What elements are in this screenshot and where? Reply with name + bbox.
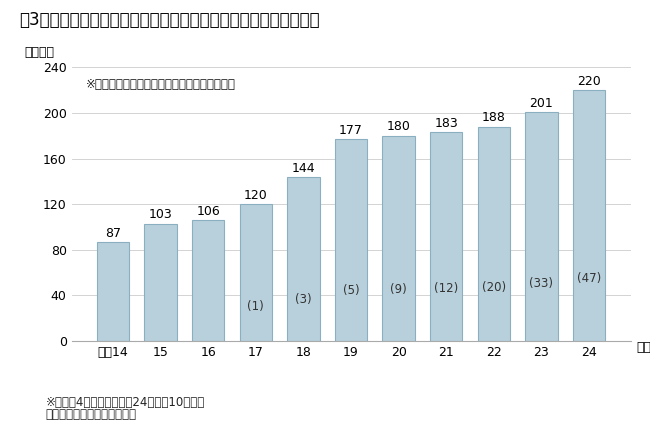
Bar bbox=[192, 220, 224, 341]
Bar bbox=[382, 136, 415, 341]
Text: 201: 201 bbox=[530, 96, 553, 109]
Text: (5): (5) bbox=[343, 284, 359, 297]
Text: 144: 144 bbox=[292, 162, 315, 175]
Text: (47): (47) bbox=[577, 272, 601, 285]
Text: ※各年度4月現在、ただし24年度は10月現在: ※各年度4月現在、ただし24年度は10月現在 bbox=[46, 396, 205, 409]
Text: (33): (33) bbox=[529, 277, 553, 290]
Text: 103: 103 bbox=[149, 208, 172, 221]
Text: （年）: （年） bbox=[636, 341, 650, 354]
Bar bbox=[144, 224, 177, 341]
Text: 183: 183 bbox=[434, 117, 458, 130]
Text: ※（）内は市町村が設置した支援センターの数: ※（）内は市町村が設置した支援センターの数 bbox=[85, 78, 235, 91]
Text: 87: 87 bbox=[105, 226, 121, 240]
Text: 図3　地方自治体が設置した配偶者暴力相談支援センター数の推移: 図3 地方自治体が設置した配偶者暴力相談支援センター数の推移 bbox=[20, 11, 320, 29]
Text: 188: 188 bbox=[482, 112, 506, 124]
Bar bbox=[478, 127, 510, 341]
Text: (20): (20) bbox=[482, 281, 506, 294]
Text: 106: 106 bbox=[196, 205, 220, 218]
Text: (9): (9) bbox=[390, 283, 407, 296]
Text: （備考）内閣府資料より作成: （備考）内閣府資料より作成 bbox=[46, 408, 136, 421]
Text: (1): (1) bbox=[248, 300, 264, 313]
Bar bbox=[97, 242, 129, 341]
Bar bbox=[573, 90, 605, 341]
Bar bbox=[525, 112, 558, 341]
Bar bbox=[430, 132, 462, 341]
Bar bbox=[287, 177, 320, 341]
Text: 220: 220 bbox=[577, 75, 601, 88]
Bar bbox=[240, 204, 272, 341]
Text: （施設）: （施設） bbox=[24, 46, 54, 59]
Text: (12): (12) bbox=[434, 282, 458, 296]
Text: 177: 177 bbox=[339, 124, 363, 137]
Text: 180: 180 bbox=[387, 120, 411, 133]
Text: 120: 120 bbox=[244, 189, 268, 202]
Bar bbox=[335, 139, 367, 341]
Text: (3): (3) bbox=[295, 293, 312, 306]
